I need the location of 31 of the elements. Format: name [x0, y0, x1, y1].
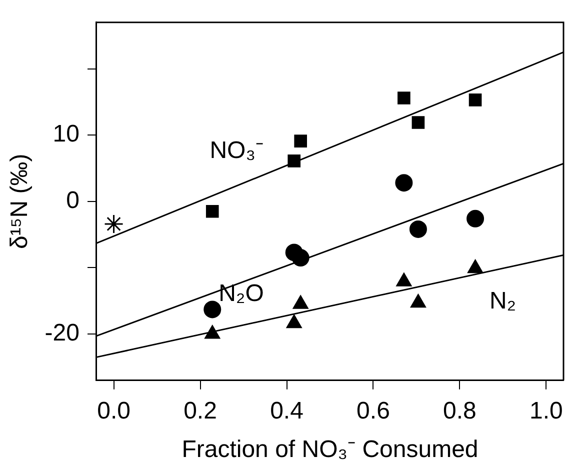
- point: [288, 154, 301, 168]
- point: [206, 204, 219, 218]
- x-tick-label: 0.2: [184, 397, 217, 424]
- y-axis-title: δ¹⁵N (‰): [6, 154, 34, 250]
- point: [292, 295, 308, 309]
- point: [104, 214, 124, 234]
- point: [409, 220, 427, 238]
- annotation: N₂O: [218, 280, 264, 308]
- point: [292, 249, 310, 266]
- annotation: NO₃⁻: [210, 136, 264, 164]
- annotation: N₂: [489, 287, 516, 314]
- point: [398, 92, 410, 104]
- y-tick-label: -20: [44, 320, 80, 347]
- point: [410, 294, 426, 308]
- point: [466, 210, 484, 228]
- x-tick-label: 0.8: [443, 397, 476, 424]
- point: [395, 174, 413, 192]
- x-tick-label: 0.6: [356, 397, 390, 424]
- y-tick-label: 0: [66, 187, 80, 214]
- point: [468, 260, 483, 274]
- point: [286, 314, 302, 328]
- point: [412, 116, 425, 129]
- point: [294, 134, 307, 148]
- x-tick-label: 1.0: [530, 397, 563, 424]
- y-tick-label: 10: [52, 120, 80, 148]
- x-tick-label: 0.4: [270, 397, 304, 424]
- point: [396, 272, 412, 286]
- x-tick-label: 0.0: [97, 397, 130, 424]
- x-axis-title: Fraction of NO₃⁻ Consumed: [182, 436, 478, 464]
- point: [468, 94, 482, 106]
- point: [204, 325, 220, 339]
